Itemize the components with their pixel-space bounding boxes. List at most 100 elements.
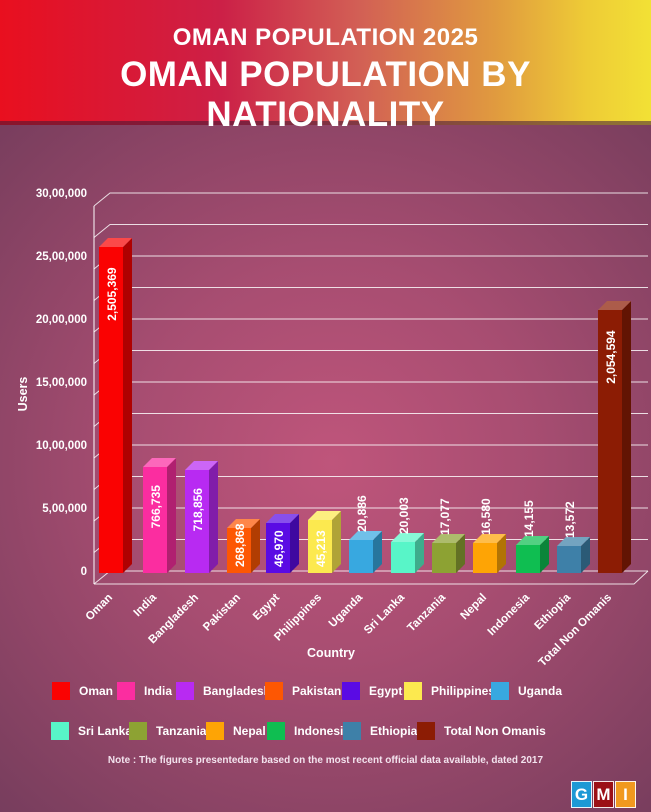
legend-item-philippines: Philippines xyxy=(404,679,495,703)
bar-top-face xyxy=(308,511,341,520)
x-tick-label: Indonesia xyxy=(486,591,533,638)
legend-swatch xyxy=(206,722,224,740)
gridline xyxy=(93,413,648,427)
page-title: OMAN POPULATION BY NATIONALITY xyxy=(120,55,531,134)
bar-side-face xyxy=(540,536,549,573)
legend-label: Philippines xyxy=(431,684,496,698)
bar-value-label: 46,970 xyxy=(272,530,286,567)
legend-item-tanzania: Tanzania xyxy=(129,719,206,743)
bar-total-non-omanis: 2,054,594 xyxy=(598,301,631,573)
bar-front-face xyxy=(266,523,290,573)
legend-label: Tanzania xyxy=(156,724,207,738)
bar-top-face xyxy=(557,537,590,546)
legend-label: Oman xyxy=(79,684,114,698)
bar-value-label: 17,077 xyxy=(438,498,452,535)
legend-item-ethiopia: Ethiopia xyxy=(343,719,417,743)
bar-side-face xyxy=(373,531,382,573)
bar-front-face xyxy=(143,467,167,573)
legend-item-indonesia: Indonesia xyxy=(267,719,350,743)
bar-front-face xyxy=(516,545,540,573)
bar-front-face xyxy=(391,542,415,573)
legend-item-india: India xyxy=(117,679,172,703)
bar-side-face xyxy=(622,301,631,573)
bar-front-face xyxy=(308,520,332,573)
x-tick-label: Pakistan xyxy=(201,592,243,634)
page-subtitle: OMAN POPULATION 2025 xyxy=(172,24,479,51)
gridline xyxy=(93,381,648,396)
bar-front-face xyxy=(598,310,622,573)
bar-top-face xyxy=(391,533,424,542)
legend-label: Ethiopia xyxy=(370,724,418,738)
gridline xyxy=(93,287,648,301)
logo-tile-m: M xyxy=(593,781,614,808)
bar-value-label: 16,580 xyxy=(479,498,493,535)
bar-side-face xyxy=(123,238,132,573)
bar-side-face xyxy=(251,519,260,573)
gridline xyxy=(93,255,648,270)
legend-swatch xyxy=(265,682,283,700)
legend-row-2: Sri Lanka Tanzania Nepal Indonesia Ethiopia T… xyxy=(0,719,651,743)
bar-top-face xyxy=(266,514,299,523)
bar-value-label: 20,003 xyxy=(397,497,411,534)
bar-india: 766,735 xyxy=(143,458,176,573)
legend-label: Egypt xyxy=(369,684,403,698)
bar-nepal: 16,580 xyxy=(473,498,506,573)
bar-sri-lanka: 20,003 xyxy=(391,497,424,573)
bar-front-face xyxy=(432,543,456,573)
bar-top-face xyxy=(598,301,631,310)
x-tick-label: Nepal xyxy=(458,592,489,623)
legend-item-oman: Oman xyxy=(52,679,113,703)
legend-label: Pakistan xyxy=(292,684,342,698)
legend-item-egypt: Egypt xyxy=(342,679,402,703)
bar-front-face xyxy=(185,470,209,573)
bar-side-face xyxy=(497,534,506,573)
legend-item-bangladesh: Bangladesh xyxy=(176,679,271,703)
bar-tanzania: 17,077 xyxy=(432,498,465,573)
bar-value-label: 14,155 xyxy=(522,500,536,537)
legend-label: Nepal xyxy=(233,724,266,738)
legend-swatch xyxy=(117,682,135,700)
legend-item-nepal: Nepal xyxy=(206,719,266,743)
gridline xyxy=(93,476,648,490)
y-tick-label: 30,00,000 xyxy=(36,188,87,200)
bar-value-label: 268,868 xyxy=(233,523,247,567)
x-tick-label: Egypt xyxy=(251,592,282,623)
x-axis-title: Country xyxy=(307,646,355,660)
logo-tile-i: I xyxy=(615,781,636,808)
legend-swatch xyxy=(176,682,194,700)
legend-item-total-non-omanis: Total Non Omanis xyxy=(417,719,546,743)
bar-side-face xyxy=(332,511,341,573)
bar-value-label: 20,886 xyxy=(355,495,369,532)
gridline xyxy=(93,224,648,238)
bar-top-face xyxy=(473,534,506,543)
legend-label: Total Non Omanis xyxy=(444,724,546,738)
bar-ethiopia: 13,572 xyxy=(557,501,590,573)
bar-top-face xyxy=(349,531,382,540)
bar-value-label: 718,856 xyxy=(191,488,205,532)
x-tick-label: India xyxy=(132,591,160,619)
gridline xyxy=(93,318,648,333)
bar-value-label: 13,572 xyxy=(563,501,577,538)
bar-front-face xyxy=(557,546,581,573)
x-tick-label: Uganda xyxy=(327,591,366,630)
y-tick-label: 10,00,000 xyxy=(36,440,87,452)
legend-label: Indonesia xyxy=(294,724,351,738)
bar-side-face xyxy=(415,533,424,573)
legend-row-1: Oman India Bangladesh Pakistan Egypt Philippi… xyxy=(0,679,651,703)
logo-tile-g: G xyxy=(571,781,592,808)
x-tick-label: Tanzania xyxy=(405,591,448,634)
bar-bangladesh: 718,856 xyxy=(185,461,218,573)
y-tick-label: 5,00,000 xyxy=(42,503,87,515)
bar-value-label: 2,054,594 xyxy=(604,330,618,384)
y-tick-label: 0 xyxy=(81,566,87,578)
bar-top-face xyxy=(227,519,260,528)
legend-swatch xyxy=(129,722,147,740)
bar-top-face xyxy=(143,458,176,467)
bar-side-face xyxy=(290,514,299,573)
bar-side-face xyxy=(167,458,176,573)
bar-oman: 2,505,369 xyxy=(99,238,132,573)
legend-item-pakistan: Pakistan xyxy=(265,679,341,703)
y-tick-label: 25,00,000 xyxy=(36,251,87,263)
legend-swatch xyxy=(343,722,361,740)
bar-top-face xyxy=(432,534,465,543)
